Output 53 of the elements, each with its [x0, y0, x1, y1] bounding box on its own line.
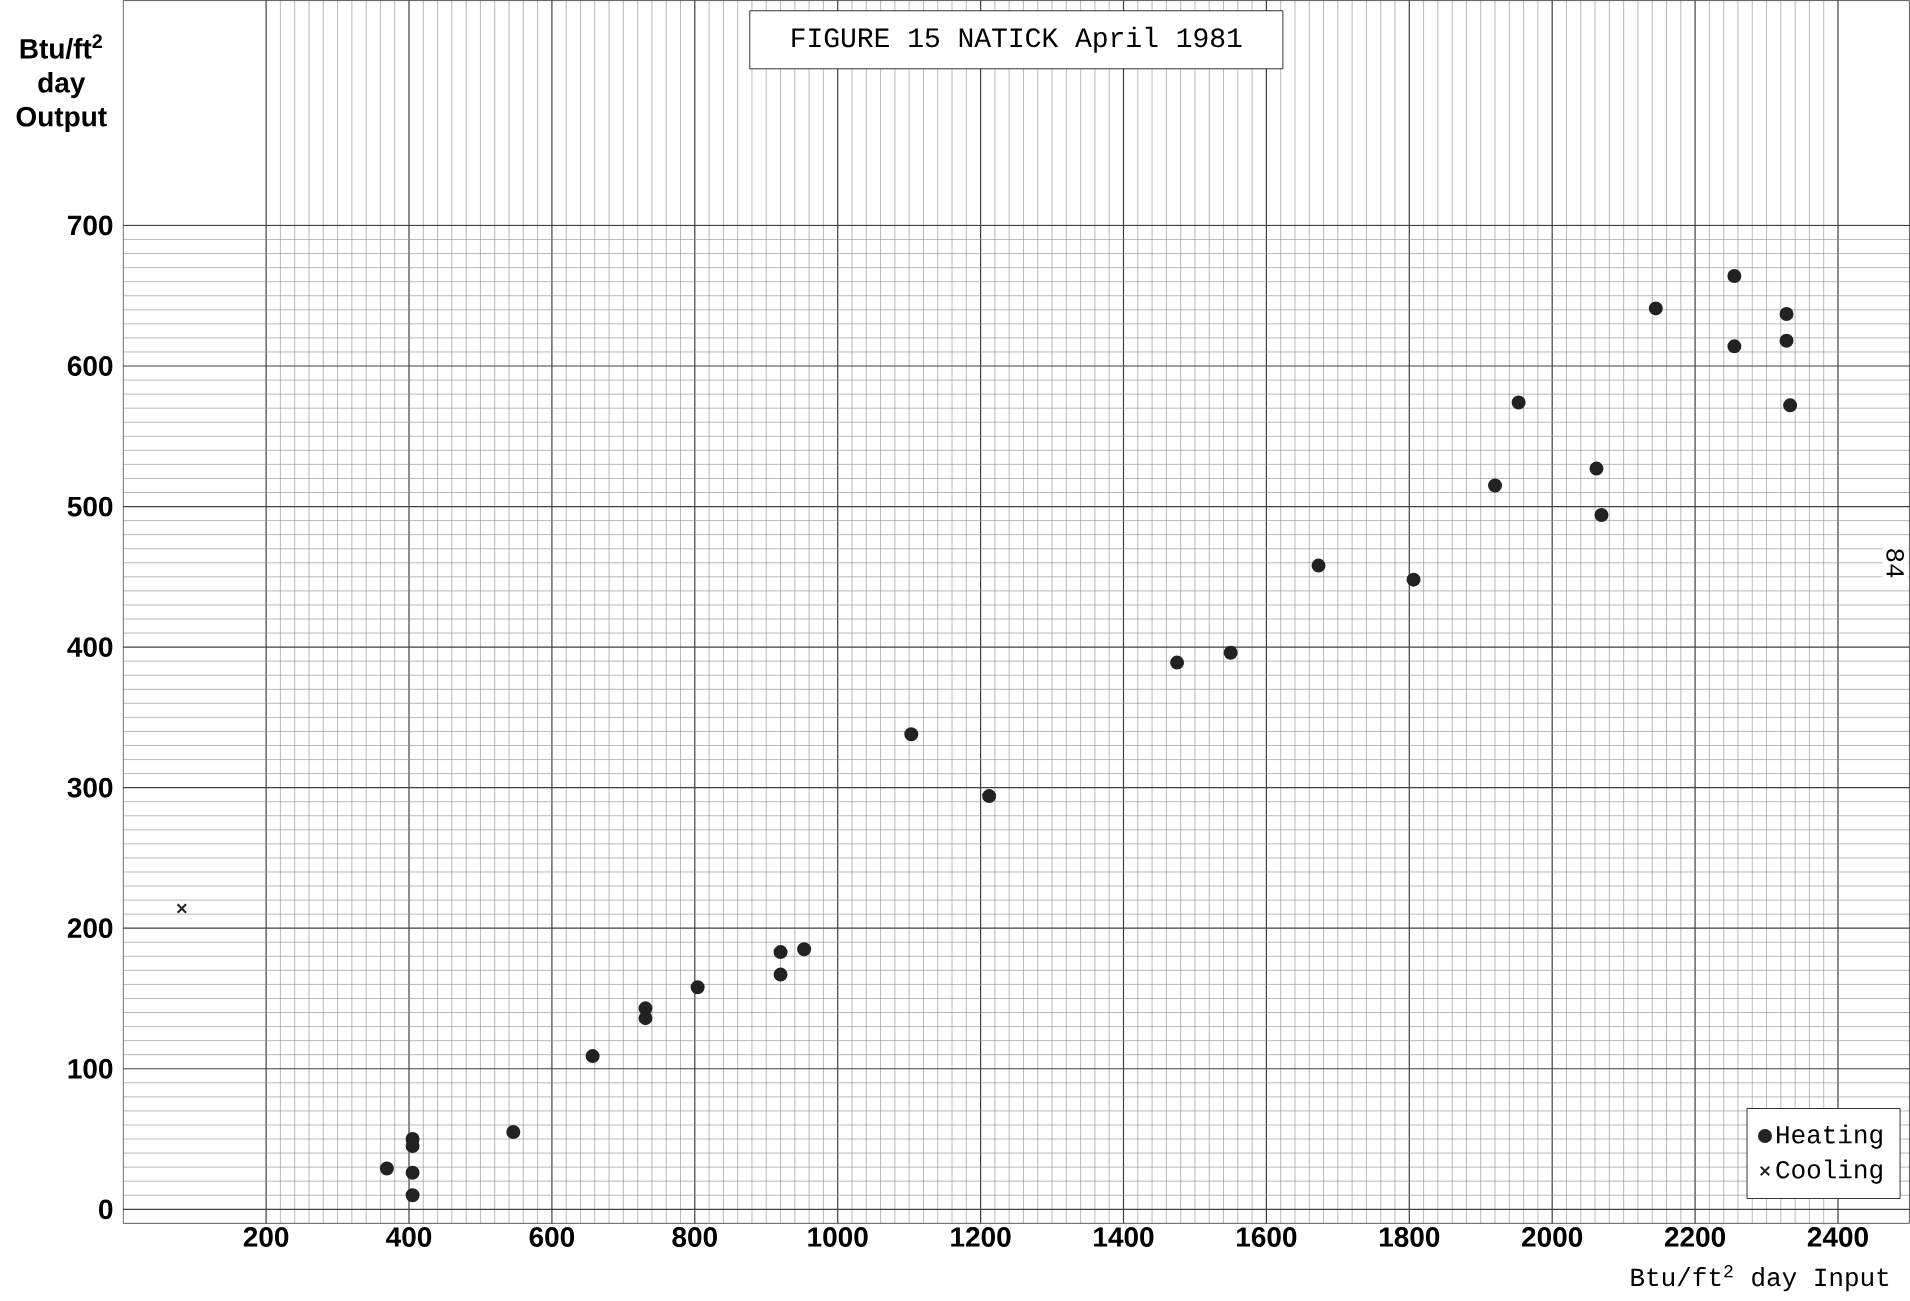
- point: [1170, 655, 1185, 670]
- y-tick-label: 700: [68, 215, 113, 236]
- y-tick-label: 200: [67, 918, 113, 939]
- text: Btu/ft$^{2}$ day Output: [16, 34, 107, 133]
- point: [1648, 301, 1663, 316]
- annotation: 84: [1886, 549, 1904, 578]
- point: [506, 1125, 521, 1140]
- point: [1779, 333, 1794, 348]
- point: [1589, 461, 1604, 476]
- point: [405, 1165, 420, 1180]
- point: [1488, 478, 1503, 493]
- y-tick-label: 300: [67, 777, 113, 798]
- point: [1727, 269, 1742, 284]
- x-tick-label: 200: [243, 1227, 289, 1248]
- point: [690, 980, 705, 995]
- point: [1594, 508, 1609, 523]
- y-tick-label: 100: [68, 1059, 113, 1079]
- point: [773, 967, 788, 982]
- x-tick-label: 1200: [951, 1227, 1011, 1248]
- x-tick-label: 1400: [1094, 1227, 1154, 1248]
- point: [1779, 307, 1794, 322]
- point: [638, 1011, 653, 1026]
- x-tick-label: 2200: [1664, 1227, 1726, 1248]
- point: [773, 945, 788, 960]
- x-tick-label: 2400: [1807, 1227, 1868, 1248]
- y-tick-label: 0: [99, 1199, 113, 1220]
- y-tick-label: 400: [67, 637, 113, 658]
- point: [1783, 398, 1798, 413]
- point: [1511, 395, 1526, 410]
- legend-label: Heating: [1777, 1124, 1882, 1149]
- legend-label: Cooling: [1776, 1159, 1882, 1184]
- y-tick-label: 500: [67, 496, 113, 517]
- x-tick-label: 2000: [1522, 1227, 1583, 1248]
- x-axis-title: Btu/ft$^{2}$ day Input: [1631, 1265, 1889, 1292]
- point: [1406, 572, 1421, 587]
- point: [982, 789, 997, 804]
- point: [1727, 339, 1742, 354]
- text: FIGURE 15 NATICK April 1981: [792, 26, 1242, 53]
- point: [405, 1188, 420, 1203]
- x-tick-label: 600: [529, 1227, 575, 1248]
- x-tick-label: 1000: [808, 1227, 868, 1248]
- point: [904, 727, 919, 742]
- x-tick-label: 800: [672, 1227, 717, 1248]
- y-tick-label: 600: [67, 356, 113, 377]
- point: [797, 942, 812, 957]
- point: [1223, 645, 1238, 660]
- x-tick-label: 1800: [1379, 1227, 1440, 1248]
- x-tick-label: 1600: [1237, 1227, 1297, 1248]
- point: [585, 1049, 600, 1064]
- point: [379, 1161, 394, 1176]
- point: [1311, 558, 1326, 573]
- point: [176, 903, 188, 914]
- x-tick-label: 400: [386, 1227, 432, 1248]
